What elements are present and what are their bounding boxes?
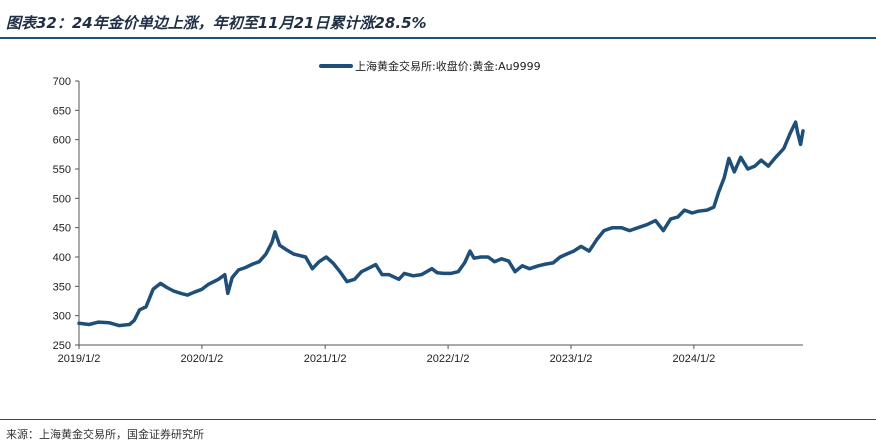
x-tick-label: 2023/1/2 xyxy=(550,353,593,365)
x-tick-label: 2019/1/2 xyxy=(58,353,101,365)
y-tick-label: 400 xyxy=(53,252,71,264)
y-tick-label: 600 xyxy=(53,135,71,147)
y-tick-label: 700 xyxy=(53,76,71,88)
bottom-rule xyxy=(0,419,876,420)
source-note: 来源：上海黄金交易所，国金证券研究所 xyxy=(6,428,204,441)
y-tick-label: 450 xyxy=(53,223,71,235)
x-tick-label: 2020/1/2 xyxy=(180,353,223,365)
legend-label: 上海黄金交易所:收盘价:黄金:Au9999 xyxy=(355,59,541,73)
y-tick-label: 350 xyxy=(53,281,71,293)
top-rule xyxy=(0,37,876,39)
y-tick-label: 550 xyxy=(53,164,71,176)
y-tick-label: 300 xyxy=(53,311,71,323)
y-tick-label: 650 xyxy=(53,105,71,117)
y-axis: 250 300 350 400 450 500 550 600 650 700 xyxy=(53,76,80,352)
y-tick-label: 500 xyxy=(53,193,71,205)
x-tick-label: 2022/1/2 xyxy=(427,353,470,365)
x-tick-label: 2021/1/2 xyxy=(304,353,347,365)
legend: 上海黄金交易所:收盘价:黄金:Au9999 xyxy=(319,59,541,73)
figure-title: 图表32：24年金价单边上涨，年初至11月21日累计涨28.5% xyxy=(6,14,427,32)
x-tick-label: 2024/1/2 xyxy=(672,353,715,365)
x-axis: 2019/1/2 2020/1/2 2021/1/2 2022/1/2 2023/1/2… xyxy=(58,344,803,365)
plot-area xyxy=(77,120,805,328)
series-line-au9999 xyxy=(77,120,805,328)
y-tick-label: 250 xyxy=(53,340,71,352)
